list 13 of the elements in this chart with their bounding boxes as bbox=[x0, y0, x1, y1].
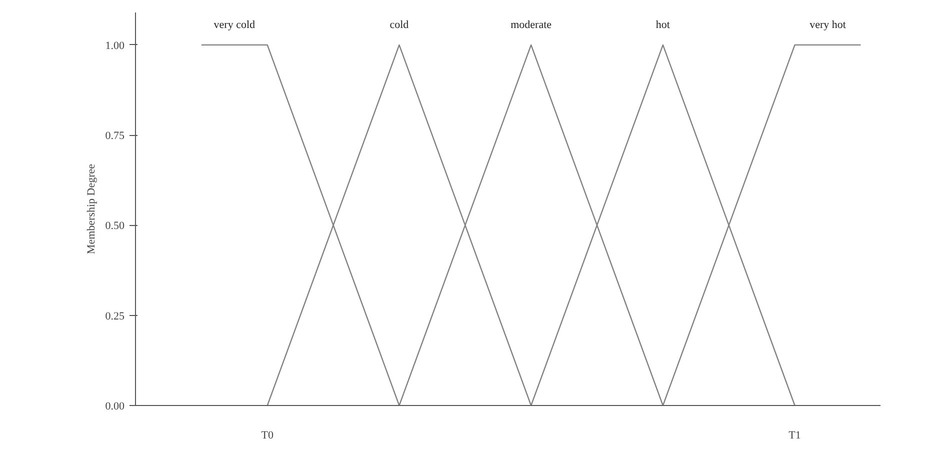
series-label: very cold bbox=[214, 18, 256, 31]
y-tick-label: 0.75 bbox=[105, 130, 125, 142]
x-tick-label: T0 bbox=[261, 430, 274, 442]
x-tick-label: T1 bbox=[788, 430, 801, 442]
series-label: hot bbox=[656, 18, 670, 31]
series-label: moderate bbox=[510, 18, 552, 31]
y-tick-label: 0.25 bbox=[105, 310, 125, 322]
series-label: very hot bbox=[810, 18, 846, 31]
y-tick-label: 0.00 bbox=[105, 400, 125, 412]
y-tick-label: 1.00 bbox=[105, 40, 125, 52]
y-tick-label: 0.50 bbox=[105, 220, 125, 232]
series-label: cold bbox=[390, 18, 410, 31]
y-axis-title: Membership Degree bbox=[85, 164, 98, 254]
